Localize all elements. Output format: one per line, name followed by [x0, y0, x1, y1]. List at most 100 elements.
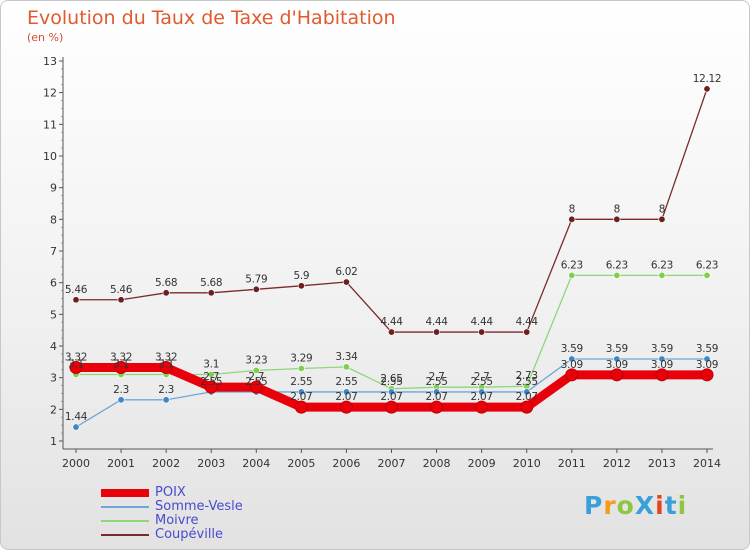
y-tick-label: 7	[50, 245, 57, 258]
data-point-somme-vesle	[72, 423, 80, 431]
data-point-somme-vesle	[387, 388, 395, 396]
data-label-coup-ville: 4.44	[471, 316, 494, 328]
data-label-moivre: 2.65	[380, 373, 402, 385]
logo-letter: o	[616, 491, 635, 520]
data-point-moivre	[613, 271, 621, 279]
data-label-coup-ville: 5.46	[65, 284, 88, 296]
data-point-moivre	[252, 366, 260, 374]
data-point-coup-ville	[703, 85, 711, 93]
data-point-somme-vesle	[478, 388, 486, 396]
data-label-somme-vesle: 2.55	[425, 376, 447, 388]
data-label-somme-vesle: 3.59	[696, 343, 718, 355]
data-label-poix: 2.07	[516, 391, 538, 403]
data-label-poix: 2.7	[248, 371, 264, 383]
logo-letter: t	[664, 491, 678, 520]
data-label-moivre: 3.23	[245, 354, 267, 366]
data-label-moivre: 3.29	[290, 352, 312, 364]
logo-letter: r	[603, 491, 617, 520]
data-label-somme-vesle: 3.59	[606, 343, 628, 355]
x-tick-label: 2002	[152, 457, 180, 470]
data-point-poix	[204, 380, 218, 394]
data-point-somme-vesle	[658, 355, 666, 363]
x-tick-label: 2000	[62, 457, 90, 470]
data-label-moivre: 2.7	[429, 371, 445, 383]
data-label-moivre: 3.1	[203, 359, 219, 371]
data-label-poix: 2.07	[425, 391, 447, 403]
data-point-moivre	[568, 271, 576, 279]
x-tick-label: 2013	[648, 457, 676, 470]
x-tick-label: 2003	[197, 457, 225, 470]
data-point-somme-vesle	[117, 396, 125, 404]
data-label-somme-vesle: 2.3	[113, 384, 129, 396]
data-point-moivre	[207, 370, 215, 378]
data-point-poix	[339, 400, 353, 414]
data-label-poix: 2.7	[203, 371, 219, 383]
data-label-moivre: 3.1	[68, 359, 84, 371]
x-tick-label: 2012	[603, 457, 631, 470]
legend-label-moivre: Moivre	[155, 513, 199, 528]
data-label-poix: 3.09	[561, 359, 583, 371]
data-point-poix	[249, 380, 263, 394]
data-label-poix: 3.09	[651, 359, 673, 371]
data-label-coup-ville: 8	[569, 203, 575, 215]
data-label-poix: 3.32	[110, 352, 132, 364]
data-point-poix	[159, 361, 173, 375]
data-point-somme-vesle	[297, 388, 305, 396]
data-label-coup-ville: 12.12	[693, 73, 722, 85]
y-tick-label: 6	[50, 277, 57, 290]
data-label-somme-vesle: 2.55	[471, 376, 493, 388]
data-label-poix: 2.07	[380, 391, 402, 403]
data-label-moivre: 6.23	[606, 259, 628, 271]
legend-item-somme-vesle: Somme-Vesle	[101, 500, 243, 514]
data-point-poix	[610, 368, 624, 382]
data-label-moivre: 2.7	[474, 371, 490, 383]
y-tick-label: 12	[43, 87, 57, 100]
data-point-coup-ville	[207, 289, 215, 297]
data-point-coup-ville	[342, 278, 350, 286]
x-tick-label: 2004	[242, 457, 270, 470]
legend-item-coup-ville: Coupéville	[101, 528, 243, 542]
y-tick-label: 13	[43, 55, 57, 68]
proxiti-logo: ProXiti	[584, 491, 687, 520]
data-point-somme-vesle	[433, 388, 441, 396]
data-label-moivre: 2.73	[516, 370, 538, 382]
data-label-somme-vesle: 2.55	[245, 376, 267, 388]
data-point-coup-ville	[297, 282, 305, 290]
legend-label-somme-vesle: Somme-Vesle	[155, 499, 243, 514]
x-tick-label: 2010	[513, 457, 541, 470]
data-point-coup-ville	[568, 215, 576, 223]
data-point-poix	[430, 400, 444, 414]
data-label-coup-ville: 5.46	[110, 284, 133, 296]
chart-title: Evolution du Taux de Taxe d'Habitation	[27, 7, 396, 29]
x-tick-label: 2005	[287, 457, 315, 470]
data-label-coup-ville: 5.68	[155, 277, 177, 289]
data-label-coup-ville: 8	[614, 203, 620, 215]
data-label-coup-ville: 4.44	[516, 316, 539, 328]
y-tick-label: 1	[50, 435, 57, 448]
data-label-moivre: 3.34	[335, 351, 358, 363]
data-point-poix	[114, 361, 128, 375]
data-point-coup-ville	[162, 289, 170, 297]
data-point-moivre	[342, 363, 350, 371]
data-point-poix	[700, 368, 714, 382]
data-point-coup-ville	[117, 296, 125, 304]
series-line-coup-ville	[75, 88, 708, 333]
data-label-coup-ville: 8	[659, 203, 665, 215]
data-point-poix	[655, 368, 669, 382]
data-label-coup-ville: 5.9	[293, 270, 309, 282]
data-point-moivre	[658, 271, 666, 279]
x-tick-label: 2009	[468, 457, 496, 470]
data-point-coup-ville	[387, 328, 395, 336]
data-point-coup-ville	[658, 215, 666, 223]
data-label-moivre: 6.23	[561, 259, 583, 271]
legend-swatch-somme-vesle	[101, 506, 149, 508]
data-point-somme-vesle	[342, 388, 350, 396]
data-point-poix	[385, 400, 398, 414]
y-tick-label: 8	[50, 213, 57, 226]
legend: POIX Somme-Vesle Moivre Coupéville	[101, 486, 243, 542]
data-label-poix: 2.07	[471, 391, 493, 403]
data-label-somme-vesle: 2.55	[200, 376, 222, 388]
data-point-coup-ville	[523, 328, 531, 336]
